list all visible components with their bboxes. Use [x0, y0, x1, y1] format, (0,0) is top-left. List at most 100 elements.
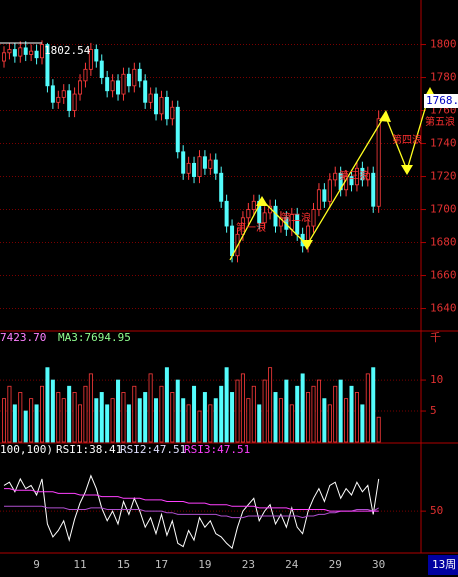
legend-entry: RSI2:47.51 — [120, 443, 186, 456]
rsi-line — [4, 488, 379, 512]
volume-bar — [278, 398, 283, 443]
candle-body — [132, 68, 137, 87]
candle-body — [29, 50, 34, 55]
volume-bar — [235, 379, 240, 443]
y-tick-label: 1800 — [430, 38, 457, 51]
candle-body — [72, 93, 77, 111]
candle-body — [251, 200, 256, 210]
volume-bar — [50, 379, 55, 443]
volume-bar — [192, 385, 197, 443]
last-price-label: 1768. — [426, 94, 458, 107]
y-tick-label: 1640 — [430, 302, 457, 315]
candle-body — [56, 96, 61, 103]
arrowhead — [379, 110, 391, 122]
volume-unit: 千 — [430, 331, 441, 344]
volume-bar — [12, 404, 17, 443]
volume-bar — [257, 404, 262, 443]
candle-body — [246, 209, 251, 219]
x-tick-label: 17 — [155, 558, 168, 571]
volume-bar — [338, 379, 343, 443]
volume-bar — [251, 385, 256, 443]
candle-body — [322, 189, 327, 202]
candle-body — [110, 80, 115, 92]
candle-body — [376, 118, 381, 207]
candle-body — [295, 214, 300, 235]
candle-body — [18, 47, 23, 57]
volume-bar — [300, 373, 305, 443]
candle-body — [40, 44, 45, 59]
volume-bar — [45, 367, 50, 443]
candle-body — [219, 172, 224, 202]
candle-body — [262, 212, 267, 224]
volume-bar — [159, 385, 164, 443]
y-tick-label: 1780 — [430, 71, 457, 84]
candle-body — [88, 49, 93, 70]
y-tick-label: 10 — [430, 373, 443, 386]
arrowhead — [301, 240, 313, 250]
candle-body — [360, 167, 365, 181]
volume-bar — [273, 392, 278, 443]
volume-bar — [246, 398, 251, 443]
volume-bar — [213, 398, 218, 443]
volume-bar — [99, 392, 104, 443]
volume-bar — [83, 385, 88, 443]
volume-bar — [268, 367, 273, 443]
volume-bar — [7, 385, 12, 443]
y-tick-label: 1680 — [430, 236, 457, 249]
volume-bar — [197, 410, 202, 443]
volume-bar — [262, 379, 267, 443]
candle-body — [311, 209, 316, 227]
wave-label: 第四浪 — [392, 133, 422, 146]
volume-bar — [132, 385, 137, 443]
candle-body — [371, 172, 376, 207]
volume-bar — [67, 385, 72, 443]
x-tick-label: 15 — [117, 558, 130, 571]
volume-bar — [333, 385, 338, 443]
volume-ma: MA3:7694.95 — [58, 331, 131, 344]
period-label: 13周 — [432, 558, 456, 571]
y-tick-label: 1740 — [430, 137, 457, 150]
candle-body — [224, 200, 229, 227]
volume-bar — [365, 373, 370, 443]
volume-bar — [61, 398, 66, 443]
candle-body — [159, 96, 164, 115]
candle-body — [148, 93, 153, 103]
arrowhead — [401, 165, 413, 175]
x-tick-label: 9 — [33, 558, 40, 571]
candle-body — [61, 90, 66, 98]
volume-bar — [219, 385, 224, 443]
wave-labels: 第一浪 第二浪 第三浪 第四浪 第五浪 — [236, 115, 455, 234]
volume-bar — [29, 398, 34, 443]
x-tick-label: 30 — [372, 558, 385, 571]
candle-body — [137, 68, 142, 82]
volume-bar — [116, 379, 121, 443]
candle-body — [12, 49, 17, 57]
volume-bar — [208, 404, 213, 443]
volume-bar — [126, 404, 131, 443]
candle-body — [186, 162, 191, 174]
candle-body — [349, 176, 354, 186]
volume-bar — [224, 367, 229, 443]
candle-body — [143, 80, 148, 103]
volume-bar — [316, 379, 321, 443]
candle-body — [164, 96, 169, 120]
volume-bar — [371, 367, 376, 443]
candle-body — [126, 73, 131, 87]
volume-bar — [170, 392, 175, 443]
volume-bar — [121, 392, 126, 443]
volume-bar — [164, 367, 169, 443]
candle-body — [116, 80, 121, 95]
candle-body — [78, 80, 83, 95]
candle-body — [213, 159, 218, 174]
volume-bar — [344, 398, 349, 443]
volume-bar — [175, 379, 180, 443]
candle-body — [192, 162, 197, 177]
volume-bar — [327, 404, 332, 443]
candle-body — [94, 49, 99, 62]
volume-bar — [56, 392, 61, 443]
candle-body — [45, 44, 50, 87]
volume-bar — [289, 404, 294, 443]
volume-bar — [34, 404, 39, 443]
candle-body — [202, 156, 207, 169]
volume-bar — [322, 398, 327, 443]
